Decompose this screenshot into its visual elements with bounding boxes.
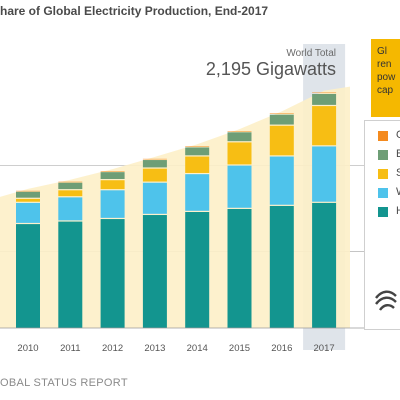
legend-label: B [396, 148, 400, 160]
bar-2017-S [312, 106, 337, 146]
bar-2016-B [269, 114, 294, 125]
x-tick-label: 2015 [229, 343, 250, 354]
bar-2012-B [100, 172, 125, 180]
bar-2013-B [142, 160, 167, 168]
bar-2015-W [227, 165, 252, 208]
x-tick-label: 2016 [271, 343, 292, 354]
bar-2016-O [269, 113, 294, 114]
x-tick-label: 2013 [144, 343, 165, 354]
legend-label: W [396, 186, 400, 198]
bar-2016-W [269, 156, 294, 205]
legend-item: B [372, 148, 400, 161]
bar-2013-O [142, 158, 167, 160]
bar-2010-H [16, 224, 40, 328]
bar-2016-S [269, 125, 294, 156]
x-tick-label: 2017 [314, 343, 335, 354]
x-tick-label: 2011 [60, 343, 80, 354]
legend-label: S [396, 167, 400, 179]
bar-2012-W [100, 190, 125, 218]
bar-2013-W [142, 182, 167, 214]
bar-2010-B [16, 191, 40, 198]
bar-2012-S [100, 180, 125, 190]
legend-frame [364, 120, 400, 330]
bar-2014-H [185, 212, 210, 328]
world-total-label: World Total [286, 48, 336, 59]
legend-item: W [372, 186, 400, 199]
bar-2011-W [58, 197, 83, 221]
legend-swatch [378, 131, 388, 141]
bar-2011-B [58, 182, 83, 190]
x-tick-label: 2010 [17, 343, 38, 354]
legend-item: O [372, 129, 400, 142]
bar-2017-H [312, 202, 337, 328]
bar-2011-O [58, 181, 83, 183]
bar-2013-S [142, 168, 167, 182]
bar-2014-W [185, 174, 210, 211]
publisher-logo-icon [375, 290, 397, 311]
legend-swatch [378, 188, 388, 198]
legend-item: H [372, 205, 400, 218]
legend-swatch [378, 207, 388, 217]
bar-2015-S [227, 142, 252, 165]
bar-2012-O [100, 171, 125, 172]
bar-2015-O [227, 131, 252, 132]
bar-2010-S [16, 198, 40, 202]
bar-2017-W [312, 146, 337, 202]
bar-2017-O [312, 92, 337, 94]
bar-2014-B [185, 147, 210, 156]
bar-2011-H [58, 221, 83, 328]
bar-2010-O [16, 190, 40, 192]
trend-area [0, 86, 350, 328]
x-tick-label: 2014 [187, 343, 208, 354]
bar-2014-S [185, 156, 210, 173]
bar-2014-O [185, 146, 210, 147]
bar-2010-W [16, 202, 40, 223]
bar-2012-H [100, 219, 125, 328]
bar-2011-S [58, 190, 83, 197]
bar-2015-H [227, 208, 252, 328]
x-tick-label: 2012 [102, 343, 123, 354]
legend-label: O [396, 129, 400, 141]
renewable-callout-box: Gl ren pow cap [371, 39, 400, 117]
legend-item: S [372, 167, 400, 180]
bar-2015-B [227, 132, 252, 142]
callout-text: Gl ren pow cap [377, 46, 396, 96]
bar-2013-H [142, 215, 167, 328]
legend-swatch [378, 169, 388, 179]
chart-title: hare of Global Electricity Production, E… [0, 4, 269, 18]
bar-2016-H [269, 205, 294, 328]
world-total-value: 2,195 Gigawatts [205, 59, 336, 79]
footer-label: OBAL STATUS REPORT [0, 377, 128, 389]
bar-2017-B [312, 93, 337, 105]
legend-swatch [378, 150, 388, 160]
legend-label: H [396, 205, 400, 217]
